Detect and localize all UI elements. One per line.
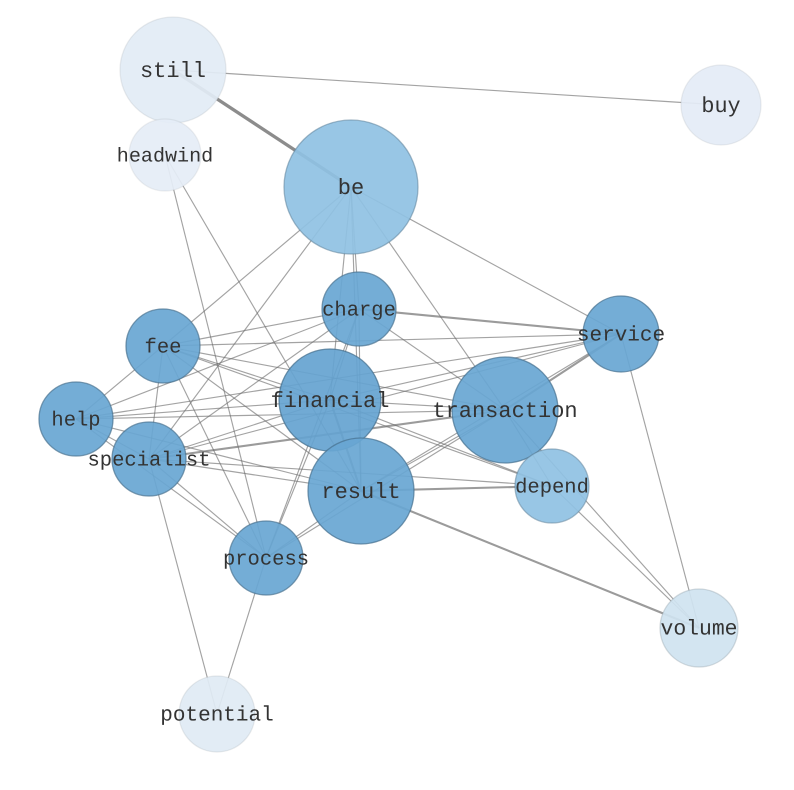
svg-text:buy: buy (701, 94, 740, 119)
svg-text:depend: depend (515, 476, 589, 499)
svg-text:transaction: transaction (432, 399, 577, 424)
svg-text:process: process (223, 548, 309, 571)
svg-text:fee: fee (145, 336, 182, 359)
svg-text:potential: potential (160, 705, 273, 728)
svg-text:help: help (51, 409, 100, 432)
svg-text:headwind: headwind (117, 145, 213, 168)
svg-text:charge: charge (322, 299, 396, 322)
svg-text:service: service (577, 325, 665, 348)
svg-text:financial: financial (271, 389, 390, 414)
svg-text:be: be (338, 176, 364, 201)
svg-text:result: result (321, 480, 400, 505)
svg-text:volume: volume (660, 618, 737, 642)
svg-text:specialist: specialist (87, 449, 210, 472)
svg-text:still: still (140, 59, 206, 84)
